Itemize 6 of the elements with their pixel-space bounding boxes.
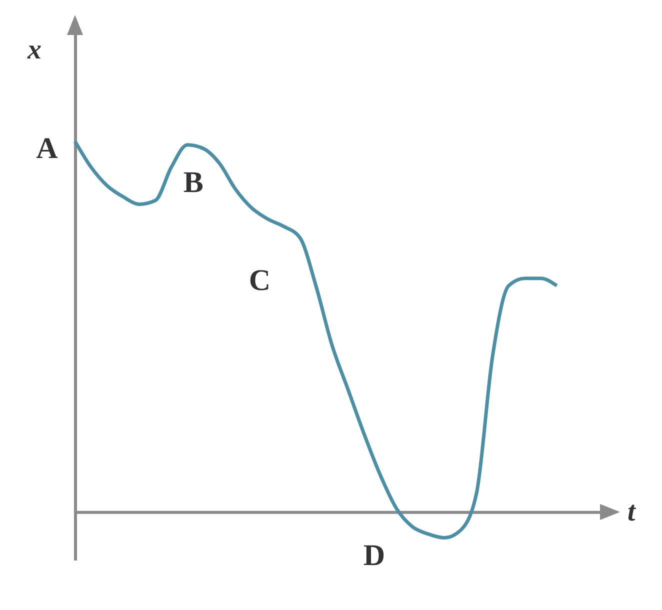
- text: D: [363, 539, 386, 572]
- x-axis-title: t: [628, 496, 636, 528]
- text: A: [36, 132, 58, 166]
- annotation: C: [248, 264, 271, 298]
- annotation: B: [183, 166, 204, 199]
- y-axis-title: x: [26, 34, 42, 66]
